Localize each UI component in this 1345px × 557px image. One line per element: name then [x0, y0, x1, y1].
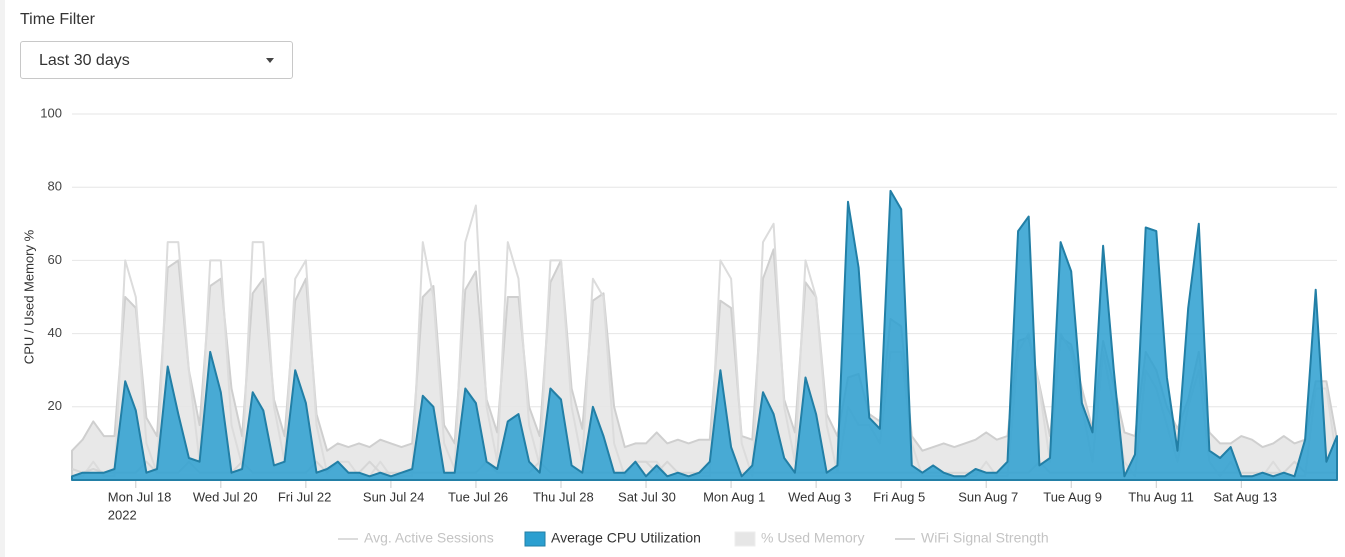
x-tick-label: Fri Aug 5 — [873, 489, 925, 504]
x-tick-label: Sat Jul 30 — [618, 489, 676, 504]
x-tick-label: Sun Aug 7 — [958, 489, 1018, 504]
x-tick-label: Thu Aug 11 — [1128, 489, 1194, 504]
x-tick-label: Wed Aug 3 — [788, 489, 851, 504]
legend-item[interactable]: Avg. Active Sessions — [338, 530, 494, 546]
x-tick-label: Tue Jul 26 — [448, 489, 508, 504]
legend-swatch — [524, 531, 546, 547]
legend-label: % Used Memory — [761, 530, 864, 546]
x-tick-label: Sat Aug 13 — [1213, 489, 1277, 504]
filter-label: Time Filter — [20, 11, 95, 28]
y-tick-label: 80 — [48, 179, 62, 194]
legend-label: WiFi Signal Strength — [921, 530, 1049, 546]
legend-swatch — [734, 531, 756, 547]
y-axis-label: CPU / Used Memory % — [21, 229, 36, 364]
y-tick-label: 20 — [48, 398, 62, 413]
y-tick-label: 100 — [40, 105, 62, 120]
x-tick-label: Sun Jul 24 — [363, 489, 424, 504]
x-tick-label: Thu Jul 28 — [533, 489, 594, 504]
legend-label: Average CPU Utilization — [551, 530, 701, 546]
dropdown-value: Last 30 days — [39, 52, 130, 69]
dropdown-caret — [266, 58, 274, 63]
area-series — [71, 189, 1338, 481]
time-filter-dropdown[interactable]: Last 30 days — [20, 41, 293, 79]
legend-item[interactable]: % Used Memory — [734, 530, 864, 547]
side-edge — [0, 0, 5, 557]
x-tick-label: Wed Jul 20 — [193, 489, 258, 504]
legend-label: Avg. Active Sessions — [364, 530, 494, 546]
x-year-label: 2022 — [108, 507, 137, 522]
x-tick-label: Mon Jul 18 — [108, 489, 172, 504]
x-tick-label: Fri Jul 22 — [278, 489, 331, 504]
x-tick-label: Tue Aug 9 — [1043, 489, 1102, 504]
legend-item[interactable]: WiFi Signal Strength — [895, 530, 1049, 546]
legend-item[interactable]: Average CPU Utilization — [524, 530, 701, 547]
x-tick-label: Mon Aug 1 — [703, 489, 765, 504]
y-tick-label: 60 — [48, 252, 62, 267]
y-tick-label: 40 — [48, 325, 62, 340]
